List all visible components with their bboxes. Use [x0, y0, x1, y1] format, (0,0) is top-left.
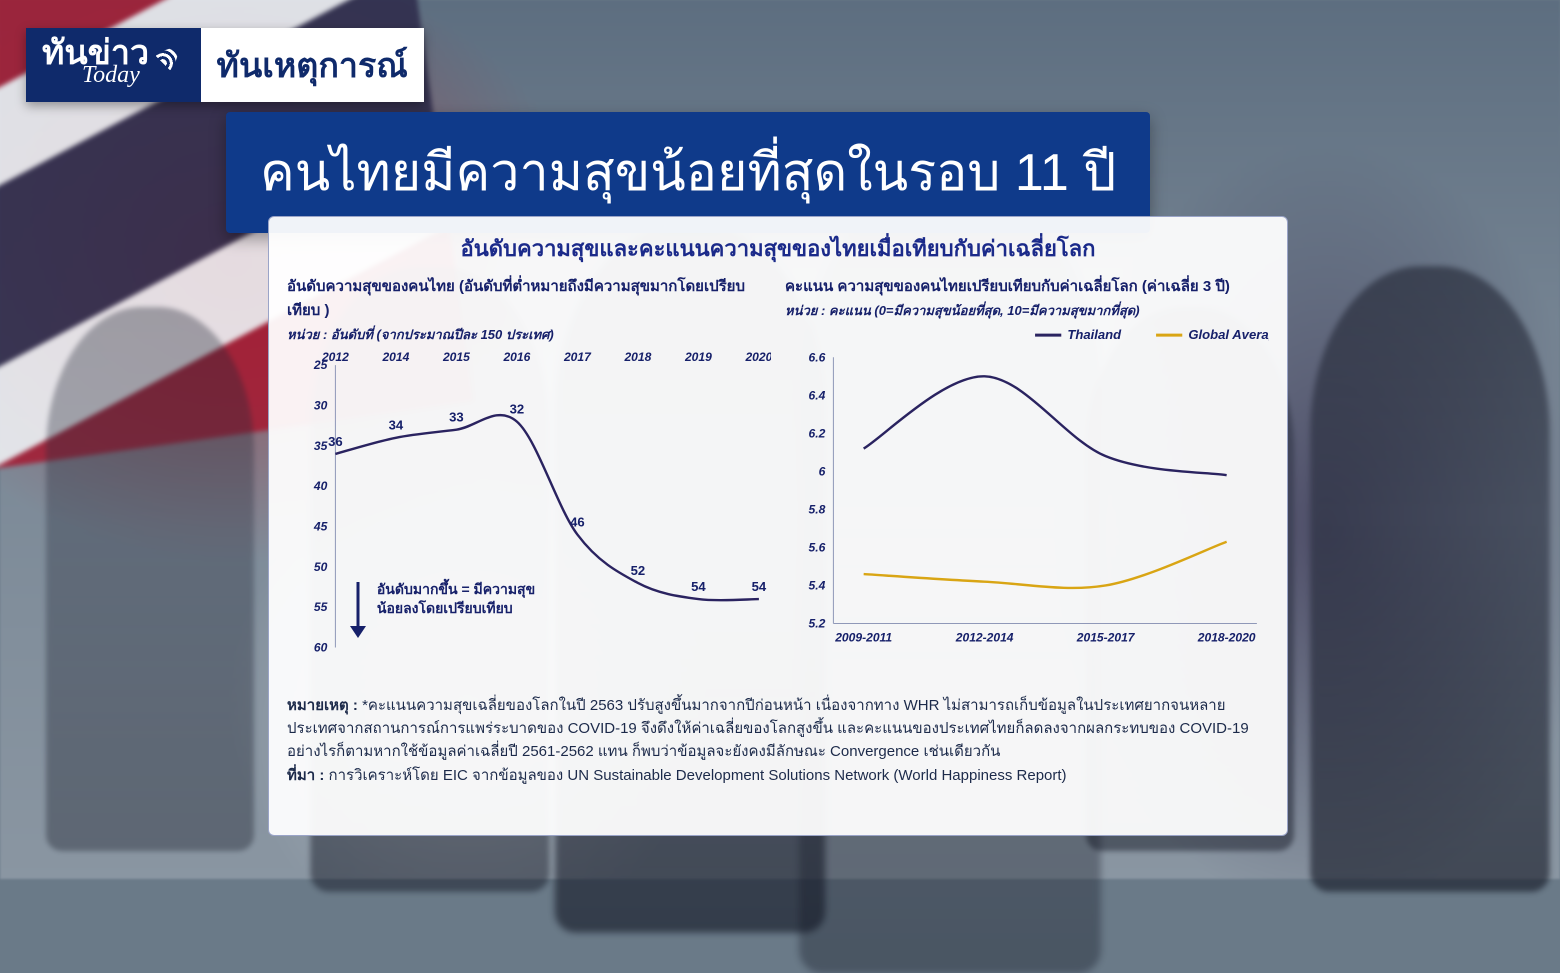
brand-logo: ทันข่าว Today ทันเหตุการณ์ [26, 28, 424, 102]
svg-text:46: 46 [570, 514, 585, 529]
svg-text:2018-2020: 2018-2020 [1197, 631, 1256, 645]
score-unit: หน่วย : คะแนน (0=มีความสุขน้อยที่สุด, 10… [785, 300, 1269, 321]
rank-arrow-note: อันดับมากขึ้น = มีความสุข น้อยลงโดยเปรีย… [347, 580, 535, 640]
logo-right-text: ทันเหตุการณ์ [217, 38, 408, 92]
svg-text:36: 36 [328, 434, 343, 449]
charts-row: อันดับความสุขของคนไทย (อันดับที่ต่ำหมายถ… [287, 274, 1269, 688]
footnotes: หมายเหตุ : *คะแนนความสุขเฉลี่ยของโลกในปี… [287, 694, 1269, 787]
score-panel: คะแนน ความสุขของคนไทยเปรียบเทียบกับค่าเฉ… [785, 274, 1269, 688]
source-label: ที่มา : [287, 767, 329, 784]
svg-text:2016: 2016 [502, 350, 530, 364]
svg-text:2017: 2017 [563, 350, 592, 364]
svg-text:2012: 2012 [321, 350, 349, 364]
svg-text:2014: 2014 [381, 350, 409, 364]
svg-text:30: 30 [314, 399, 328, 413]
svg-text:52: 52 [631, 563, 646, 578]
svg-text:5.4: 5.4 [809, 579, 826, 593]
svg-text:6.2: 6.2 [809, 426, 826, 440]
score-title: คะแนน ความสุขของคนไทยเปรียบเทียบกับค่าเฉ… [785, 274, 1269, 298]
svg-text:2018: 2018 [623, 350, 651, 364]
svg-text:2015-2017: 2015-2017 [1076, 631, 1136, 645]
wifi-icon [153, 36, 190, 73]
source-text: การวิเคราะห์โดย EIC จากข้อมูลของ UN Sust… [329, 767, 1067, 784]
svg-text:5.8: 5.8 [809, 502, 826, 516]
svg-text:2009-2011: 2009-2011 [834, 631, 892, 645]
svg-text:55: 55 [314, 600, 328, 614]
score-chart-svg: 5.2 5.4 5.6 5.8 6 6.2 6.4 6.6 2009-2011 2012-2014… [785, 321, 1269, 664]
logo-left: ทันข่าว Today [26, 28, 201, 102]
svg-text:5.6: 5.6 [809, 540, 826, 554]
svg-text:34: 34 [389, 418, 404, 433]
svg-text:45: 45 [313, 520, 328, 534]
rank-unit: หน่วย : อันดับที่ (จากประมาณปีละ 150 ประ… [287, 324, 771, 345]
chart-card: อันดับความสุขและคะแนนความสุขของไทยเมื่อเ… [268, 216, 1288, 836]
down-arrow-icon [347, 580, 369, 640]
svg-text:6: 6 [819, 464, 826, 478]
svg-text:60: 60 [314, 641, 328, 655]
svg-text:32: 32 [510, 402, 525, 417]
svg-text:54: 54 [691, 579, 706, 594]
rank-panel: อันดับความสุขของคนไทย (อันดับที่ต่ำหมายถ… [287, 274, 771, 688]
card-title: อันดับความสุขและคะแนนความสุขของไทยเมื่อเ… [287, 231, 1269, 266]
arrow-note-line2: น้อยลงโดยเปรียบเทียบ [377, 600, 513, 616]
arrow-note-line1: อันดับมากขึ้น = มีความสุข [377, 581, 535, 597]
note-text: *คะแนนความสุขเฉลี่ยของโลกในปี 2563 ปรับส… [287, 697, 1249, 761]
logo-right: ทันเหตุการณ์ [201, 28, 424, 102]
svg-text:2020: 2020 [744, 350, 771, 364]
headline-text: คนไทยมีความสุขน้อยที่สุดในรอบ 11 ปี [260, 144, 1116, 202]
headline-bar: คนไทยมีความสุขน้อยที่สุดในรอบ 11 ปี [226, 112, 1150, 233]
svg-text:2012-2014: 2012-2014 [955, 631, 1014, 645]
svg-text:2019: 2019 [684, 350, 712, 364]
svg-text:54: 54 [752, 579, 767, 594]
svg-text:Global Average: Global Average [1188, 327, 1269, 342]
note-label: หมายเหตุ : [287, 697, 362, 714]
svg-text:6.4: 6.4 [809, 388, 826, 402]
svg-text:40: 40 [313, 479, 328, 493]
svg-text:5.2: 5.2 [809, 617, 826, 631]
svg-text:35: 35 [314, 439, 328, 453]
rank-title: อันดับความสุขของคนไทย (อันดับที่ต่ำหมายถ… [287, 274, 771, 322]
svg-text:6.6: 6.6 [809, 350, 826, 364]
svg-text:Thailand: Thailand [1067, 327, 1122, 342]
svg-text:50: 50 [314, 560, 328, 574]
svg-text:2015: 2015 [442, 350, 470, 364]
svg-text:33: 33 [449, 410, 464, 425]
